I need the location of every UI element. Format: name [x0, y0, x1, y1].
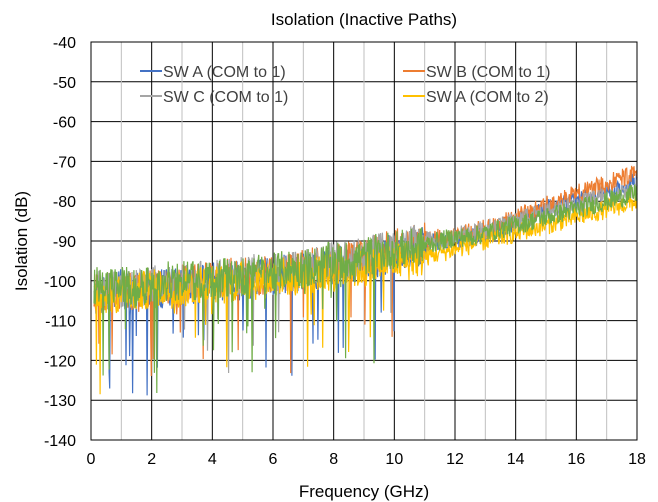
x-tick-label: 18 [628, 451, 646, 468]
legend-label: SW A (COM to 2) [426, 89, 549, 106]
legend: SW A (COM to 1) SW B (COM to 1) SW C (COM … [140, 64, 550, 106]
y-tick-labels: -40 -50 -60 -70 -80 -90 -100 -110 -120 -130 -140 [44, 35, 76, 450]
plot-frame [90, 41, 638, 441]
y-tick-label: -120 [44, 353, 76, 370]
x-tick-label: 14 [507, 451, 525, 468]
y-axis-title: Isolation (dB) [12, 191, 31, 291]
x-tick-labels: 0 2 4 6 8 10 12 14 16 18 [87, 451, 646, 468]
plot-area-border [90, 41, 638, 441]
x-tick-label: 16 [567, 451, 585, 468]
x-axis-title: Frequency (GHz) [299, 482, 429, 501]
legend-label: SW A (COM to 1) [163, 64, 286, 81]
y-tick-label: -100 [44, 274, 76, 291]
y-tick-label: -70 [53, 154, 76, 171]
y-tick-label: -140 [44, 433, 76, 450]
y-tick-label: -60 [53, 115, 76, 132]
y-tick-label: -90 [53, 234, 76, 251]
y-tick-label: -110 [45, 314, 76, 331]
x-tick-label: 6 [269, 451, 278, 468]
x-tick-label: 2 [147, 451, 156, 468]
legend-label: SW B (COM to 1) [426, 64, 550, 81]
y-tick-label: -130 [44, 393, 76, 410]
legend-label: SW C (COM to 1) [163, 89, 288, 106]
series-line [93, 184, 638, 394]
y-tick-label: -80 [53, 194, 76, 211]
y-tick-label: -40 [53, 35, 76, 52]
x-tick-label: 0 [87, 451, 96, 468]
series-group [93, 165, 638, 396]
x-tick-label: 10 [385, 451, 403, 468]
x-tick-label: 8 [329, 451, 338, 468]
x-tick-label: 4 [208, 451, 217, 468]
x-tick-label: 12 [446, 451, 464, 468]
chart-title: Isolation (Inactive Paths) [271, 10, 457, 29]
y-tick-label: -50 [53, 75, 76, 92]
